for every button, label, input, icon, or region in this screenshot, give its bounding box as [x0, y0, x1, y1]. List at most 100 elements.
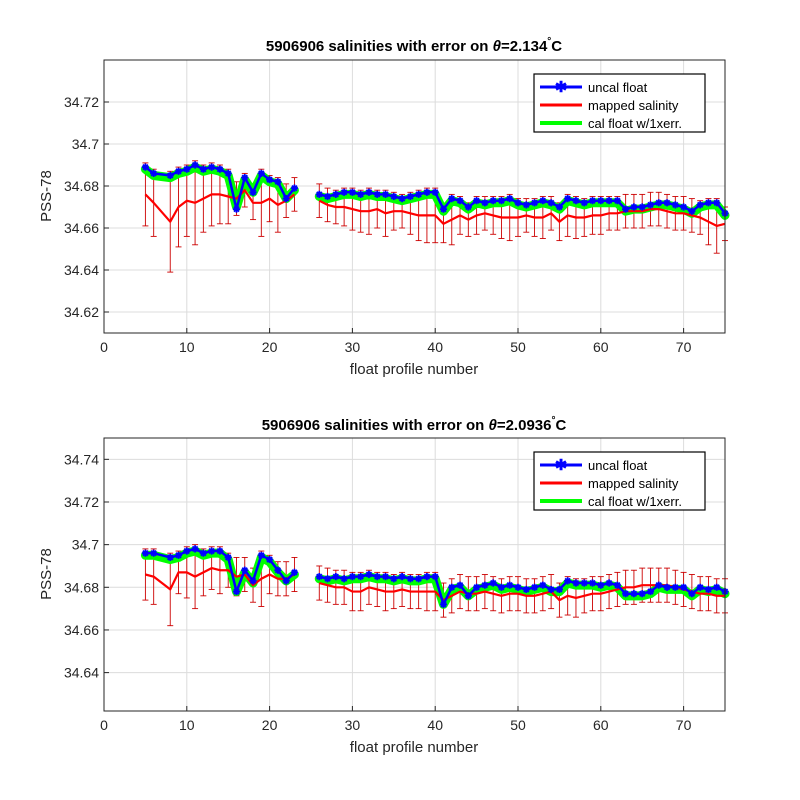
uncal-float-marker: [191, 545, 199, 553]
x-tick-label: 20: [262, 717, 278, 733]
uncal-float-marker: [530, 583, 539, 591]
uncal-float-marker: [497, 583, 506, 591]
legend-marker-uncal: ✱: [555, 79, 568, 96]
uncal-float-marker: [663, 583, 671, 591]
uncal-float-marker: [638, 203, 646, 211]
uncal-float-marker: [208, 547, 216, 555]
plot-frame: [103, 59, 726, 334]
legend-marker-uncal: ✱: [555, 457, 568, 474]
x-tick-label: 40: [427, 717, 443, 733]
uncal-float-marker: [274, 566, 282, 574]
title-unit: C: [551, 38, 562, 55]
uncal-float-marker: [398, 195, 406, 203]
title-theta: θ: [493, 38, 502, 55]
axis-ticks: 0 10 20 30 40 50 60 70 34.62 34.64 34.66 34.68 34.7 3…: [64, 94, 692, 355]
uncal-float-marker: [150, 549, 158, 557]
uncal-float-marker: [249, 188, 257, 196]
x-tick-label: 10: [179, 717, 195, 733]
y-tick-label: 34.74: [64, 451, 99, 467]
uncal-float-marker: [166, 553, 174, 562]
uncal-float-marker: [473, 583, 481, 591]
uncal-float-marker: [183, 165, 191, 173]
uncal-float-marker: [323, 575, 332, 583]
uncal-float-marker: [282, 195, 290, 203]
uncal-float-marker: [183, 547, 191, 555]
uncal-float-marker: [646, 201, 655, 209]
x-tick-label: 60: [593, 339, 609, 355]
uncal-float-marker: [406, 575, 414, 583]
chart-title: 5906906 salinities with error on θ=2.134…: [266, 36, 562, 55]
x-tick-label: 50: [510, 717, 526, 733]
uncal-float-marker: [680, 203, 688, 211]
uncal-float-marker: [680, 583, 688, 591]
uncal-float-marker: [448, 195, 456, 203]
uncal-float-marker: [224, 553, 232, 562]
uncal-float-marker: [340, 188, 348, 196]
x-axis-label: float profile number: [350, 739, 478, 756]
legend-label-uncal: uncal float: [588, 80, 648, 95]
uncal-float-marker: [357, 573, 365, 581]
uncal-float-marker: [572, 579, 580, 587]
x-tick-label: 30: [345, 717, 361, 733]
uncal-float-marker: [415, 190, 423, 198]
uncal-float-marker: [630, 203, 638, 211]
uncal-float-marker: [539, 197, 547, 205]
uncal-float-marker: [141, 163, 149, 171]
uncal-float-marker: [522, 585, 530, 594]
uncal-float-marker: [539, 581, 547, 589]
uncal-float-marker: [348, 573, 356, 581]
y-tick-label: 34.7: [72, 537, 99, 553]
uncal-float-marker: [630, 590, 638, 598]
uncal-float-marker: [514, 199, 522, 207]
uncal-float-marker: [588, 197, 597, 205]
x-tick-label: 40: [427, 339, 443, 355]
mapped-salinity-line: [145, 567, 295, 591]
legend-label-cal: cal float w/1xerr.: [588, 116, 682, 131]
uncal-float-marker: [564, 195, 572, 203]
uncal-float-marker: [290, 184, 299, 192]
uncal-float-marker: [555, 585, 563, 594]
uncal-float-marker: [373, 190, 381, 198]
uncal-float-marker: [315, 190, 323, 198]
x-axis-label: float profile number: [350, 361, 478, 378]
mapped-salinity-line: [318, 199, 726, 227]
uncal-float-marker: [323, 192, 332, 201]
uncal-float-marker: [704, 585, 713, 594]
uncal-float-marker: [547, 199, 555, 207]
uncal-float-marker: [141, 549, 149, 557]
uncal-float-marker: [489, 197, 497, 205]
uncal-float-marker: [564, 577, 572, 585]
uncal-float-marker: [315, 573, 323, 581]
chart-title: 5906906 salinities with error on θ=2.093…: [262, 415, 567, 434]
legend: ✱ uncal float mapped salinity cal float …: [533, 451, 706, 511]
uncal-float-marker: [489, 579, 497, 587]
uncal-float-marker: [365, 188, 373, 196]
uncal-float-marker: [282, 577, 290, 585]
uncal-float-marker: [373, 573, 381, 581]
uncal-float-marker: [671, 583, 679, 591]
uncal-float-marker: [439, 600, 448, 608]
uncal-float-marker: [423, 188, 431, 196]
uncal-float-marker: [696, 583, 704, 591]
uncal-float-marker: [332, 573, 340, 581]
y-axis-label: PSS-78: [38, 548, 55, 600]
x-tick-label: 70: [676, 339, 692, 355]
uncal-float-marker: [671, 201, 679, 209]
uncal-float-marker: [572, 197, 580, 205]
x-tick-label: 0: [100, 717, 108, 733]
uncal-float-marker: [241, 174, 249, 182]
uncal-float-marker: [224, 169, 232, 177]
uncal-float-marker: [597, 581, 605, 589]
title-value: =2.134: [501, 38, 548, 55]
uncal-float-marker: [497, 197, 506, 205]
chart-panel-top: 0 10 20 30 40 50 60 70 34.62 34.64 34.66 34.68 34.7 3…: [38, 36, 730, 378]
uncal-float-marker: [266, 176, 274, 184]
uncal-float-marker: [232, 587, 241, 596]
uncal-float-series: [141, 161, 729, 217]
x-tick-label: 70: [676, 717, 692, 733]
uncal-float-marker: [688, 207, 696, 215]
y-tick-label: 34.72: [64, 94, 99, 110]
uncal-float-marker: [406, 192, 414, 201]
uncal-float-marker: [613, 197, 621, 205]
uncal-float-marker: [688, 590, 696, 598]
